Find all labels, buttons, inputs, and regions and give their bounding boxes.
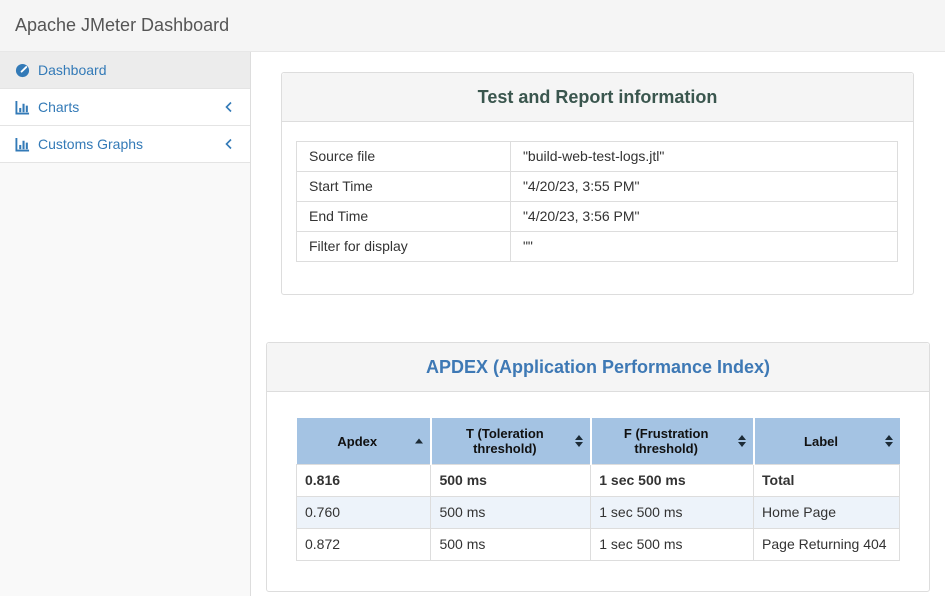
sort-asc-icon: [414, 438, 423, 444]
sidebar-item-label: Customs Graphs: [38, 136, 144, 152]
frustration-value: 1 sec 500 ms: [590, 496, 755, 529]
sort-both-icon: [884, 435, 893, 447]
label-value: Home Page: [753, 496, 900, 529]
chevron-left-icon: [224, 101, 236, 113]
app-header: Apache JMeter Dashboard: [0, 0, 945, 52]
info-value: "": [509, 231, 899, 262]
frustration-value: 1 sec 500 ms: [590, 464, 755, 497]
table-row: 0.872 500 ms 1 sec 500 ms Page Returning…: [295, 528, 900, 561]
apdex-panel-heading: APDEX (Application Performance Index): [267, 343, 929, 392]
frustration-value: 1 sec 500 ms: [590, 528, 755, 561]
app-title: Apache JMeter Dashboard: [15, 15, 230, 35]
gauge-icon: [14, 62, 30, 78]
column-header-toleration[interactable]: T (Toleration threshold): [429, 418, 591, 465]
sidebar: Dashboard Charts: [0, 52, 251, 596]
info-value: "4/20/23, 3:55 PM": [509, 171, 899, 202]
apdex-panel-title: APDEX (Application Performance Index): [425, 356, 771, 377]
bar-chart-icon: [14, 136, 30, 152]
sidebar-item-label: Charts: [38, 99, 80, 115]
info-value: "4/20/23, 3:56 PM": [509, 201, 899, 232]
bar-chart-icon: [14, 99, 30, 115]
column-header-label: Label: [804, 433, 838, 449]
info-label: Filter for display: [296, 231, 511, 262]
info-label: Source file: [296, 141, 511, 172]
apdex-panel-body: Apdex T (Toleration threshold) F (Frustr…: [267, 392, 929, 591]
sidebar-item-customs-graphs[interactable]: Customs Graphs: [0, 126, 250, 163]
apdex-value: 0.816: [295, 464, 432, 497]
test-info-panel: Test and Report information Source file …: [281, 72, 914, 295]
info-label: End Time: [296, 201, 511, 232]
table-row: Source file "build-web-test-logs.jtl": [296, 141, 899, 172]
sort-both-icon: [737, 435, 746, 447]
sort-both-icon: [574, 435, 583, 447]
table-row: 0.816 500 ms 1 sec 500 ms Total: [295, 464, 900, 497]
table-row: Start Time "4/20/23, 3:55 PM": [296, 171, 899, 202]
test-info-panel-heading: Test and Report information: [282, 73, 913, 122]
table-row: 0.760 500 ms 1 sec 500 ms Home Page: [295, 496, 900, 529]
chevron-left-icon: [224, 138, 236, 150]
apdex-panel: APDEX (Application Performance Index) Ap…: [266, 342, 930, 592]
column-header-label-col[interactable]: Label: [752, 418, 900, 465]
page-layout: Dashboard Charts: [0, 52, 945, 596]
test-info-panel-title: Test and Report information: [477, 86, 718, 107]
apdex-value: 0.760: [295, 496, 432, 529]
sidebar-item-dashboard[interactable]: Dashboard: [0, 52, 250, 89]
sidebar-item-label: Dashboard: [38, 62, 107, 78]
info-value: "build-web-test-logs.jtl": [509, 141, 899, 172]
table-header-row: Apdex T (Toleration threshold) F (Frustr…: [296, 418, 900, 465]
toleration-value: 500 ms: [430, 464, 592, 497]
toleration-value: 500 ms: [430, 528, 592, 561]
main-content: Test and Report information Source file …: [251, 52, 945, 596]
column-header-apdex[interactable]: Apdex: [296, 418, 431, 465]
apdex-table: Apdex T (Toleration threshold) F (Frustr…: [295, 418, 900, 561]
label-value: Total: [753, 464, 900, 497]
apdex-value: 0.872: [295, 528, 432, 561]
info-label: Start Time: [296, 171, 511, 202]
test-info-table: Source file "build-web-test-logs.jtl" St…: [296, 141, 899, 262]
label-value: Page Returning 404: [753, 528, 900, 561]
table-row: End Time "4/20/23, 3:56 PM": [296, 201, 899, 232]
column-header-label: Apdex: [337, 433, 378, 449]
column-header-label: T (Toleration threshold): [465, 426, 544, 456]
column-header-frustration[interactable]: F (Frustration threshold): [589, 418, 754, 465]
table-row: Filter for display "": [296, 231, 899, 262]
column-header-label: F (Frustration threshold): [623, 426, 709, 456]
sidebar-item-charts[interactable]: Charts: [0, 89, 250, 126]
test-info-panel-body: Source file "build-web-test-logs.jtl" St…: [282, 122, 913, 294]
toleration-value: 500 ms: [430, 496, 592, 529]
